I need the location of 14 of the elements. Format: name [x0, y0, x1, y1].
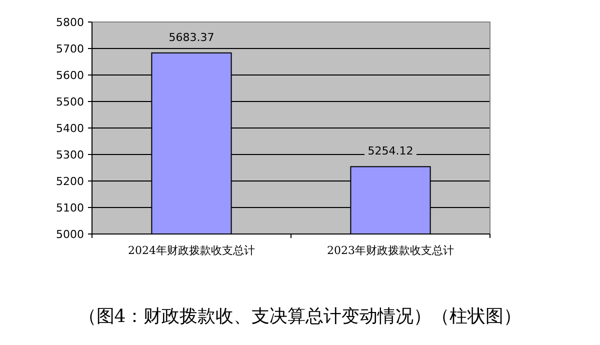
y-tick-label: 5200 — [56, 175, 84, 188]
data-label: 5254.12 — [368, 144, 414, 158]
y-tick-label: 5300 — [56, 148, 84, 162]
y-tick-label: 5800 — [56, 16, 84, 29]
y-tick-label: 5700 — [56, 42, 84, 56]
text: （图4：财政拨款收、支决算总计变动情况）（柱状图） — [78, 306, 522, 327]
y-tick-label: 5600 — [56, 69, 84, 82]
x-tick-label: 2024年财政拨款收支总计 — [128, 244, 255, 257]
y-tick-label: 5100 — [56, 202, 84, 214]
y-tick-label: 5400 — [56, 122, 84, 135]
data-label: 5683.37 — [168, 30, 214, 44]
y-tick-label: 5000 — [56, 228, 84, 241]
y-tick-label: 5500 — [56, 96, 84, 108]
x-tick-label: 2023年财政拨款收支总计 — [327, 244, 454, 257]
